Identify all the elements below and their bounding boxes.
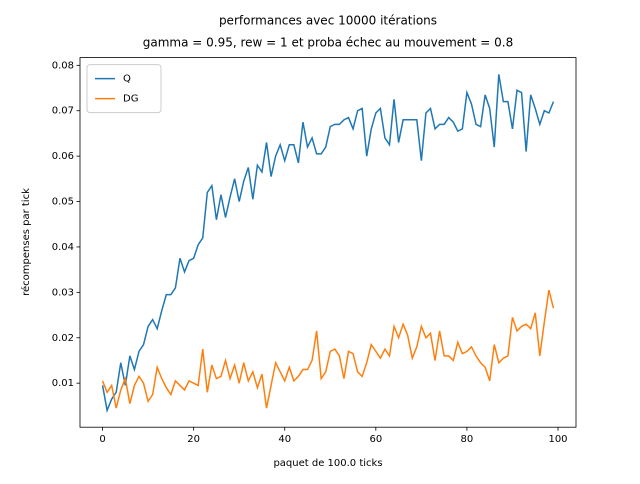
y-tick-label: 0.07 (52, 106, 74, 117)
data-line (101, 74, 555, 414)
plot-frame (79, 57, 577, 428)
y-tick-label: 0.06 (52, 151, 74, 162)
y-tick-label: 0.04 (52, 242, 74, 253)
y-axis-label: récompenses par tick (20, 188, 32, 296)
x-axis-label: paquet de 100.0 ticks (273, 458, 382, 469)
y-tick-label: 0.01 (52, 378, 74, 389)
x-tick-label: 100 (548, 434, 567, 445)
y-tick-label: 0.02 (52, 333, 74, 344)
data-line (101, 289, 555, 409)
legend-label: Q (123, 74, 131, 85)
chart-title: performances avec 10000 itérations (219, 14, 437, 28)
x-tick-label: 20 (187, 434, 200, 445)
y-tick-label: 0.08 (52, 60, 74, 71)
x-tick-label: 60 (369, 434, 382, 445)
y-tick-label: 0.05 (52, 197, 74, 208)
legend-box (86, 64, 162, 114)
x-tick-label: 40 (278, 434, 291, 445)
y-tick-label: 0.03 (52, 287, 74, 298)
legend-label: DG (123, 94, 138, 105)
x-tick-label: 80 (461, 434, 474, 445)
x-tick-label: 0 (99, 434, 105, 445)
chart-subtitle: gamma = 0.95, rew = 1 et proba échec au … (143, 36, 513, 50)
